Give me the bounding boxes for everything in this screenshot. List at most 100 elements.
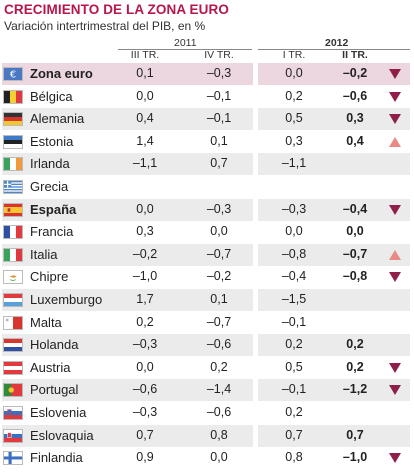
column-header-q2: II TR. (342, 49, 368, 61)
row-background (2, 379, 253, 402)
table-row: Italia –0,2 –0,7 –0,8 –0,7 (0, 243, 414, 267)
column-header-q4: IV TR. (204, 49, 234, 61)
ireland-flag-icon (3, 157, 23, 172)
row-background (2, 243, 253, 266)
portugal-flag-icon (3, 383, 23, 398)
austria-flag-icon (3, 360, 23, 375)
country-name: Eslovaquia (30, 427, 94, 443)
table-row: Chipre –1,0 –0,2 –0,4 –0,8 (0, 265, 414, 289)
value-cell: –0,1 (206, 111, 232, 126)
trend-down-arrow-icon (389, 204, 401, 215)
table-row: Luxemburgo 1,7 0,1 –1,5 (0, 288, 414, 312)
value-cell: 0,1 (210, 292, 228, 306)
table-row: Austria 0,0 0,2 0,5 0,2 (0, 356, 414, 380)
country-name: Grecia (30, 179, 69, 194)
year-divider-2011 (118, 49, 252, 50)
value-cell: 0,7 (346, 427, 364, 442)
trend-up-arrow-icon (389, 136, 401, 147)
value-cell: 0,2 (210, 359, 228, 374)
value-cell: 0,2 (346, 337, 364, 352)
table-row: Eslovaquia 0,7 0,8 0,7 0,7 (0, 424, 414, 448)
value-cell: –1,2 (342, 382, 368, 397)
year-label-2012: 2012 (325, 37, 349, 49)
value-cell: 0,2 (136, 314, 154, 329)
netherlands-flag-icon (3, 338, 23, 353)
value-cell: 0,0 (285, 224, 303, 239)
row-background (258, 243, 410, 266)
row-background (258, 379, 410, 402)
row-background (2, 424, 253, 447)
value-cell: 0,1 (210, 133, 228, 148)
value-cell: –1,1 (132, 156, 158, 171)
table-row: Holanda –0,3 –0,6 0,2 0,2 (0, 333, 414, 357)
value-cell: 1,4 (136, 133, 154, 148)
value-cell: –0,6 (206, 405, 232, 419)
value-cell: –0,2 (342, 66, 368, 80)
value-cell: 0,2 (346, 359, 364, 374)
trend-down-arrow-icon (389, 272, 401, 283)
italy-flag-icon (3, 247, 23, 262)
value-cell: 0,2 (285, 88, 303, 103)
value-cell: –0,6 (342, 88, 368, 103)
column-header-q3: III TR. (130, 49, 160, 61)
row-background (258, 289, 410, 311)
row-background (2, 289, 253, 311)
country-name: Luxemburgo (30, 292, 103, 307)
table-row: € Zona euro 0,1 –0,3 0,0 –0,2 (0, 62, 414, 86)
trend-down-arrow-icon (389, 362, 401, 373)
row-background (258, 153, 410, 176)
value-cell: 0,8 (285, 450, 303, 465)
country-name: Bélgica (30, 88, 73, 104)
value-cell: –0,3 (132, 405, 158, 419)
row-background (2, 198, 253, 221)
country-name: Eslovenia (30, 405, 87, 420)
value-cell: 1,7 (136, 292, 154, 306)
country-name: Alemania (30, 111, 85, 127)
value-cell: –0,2 (206, 269, 232, 284)
row-background (2, 334, 253, 357)
value-cell: –0,1 (281, 382, 307, 397)
table-row: Finlandia 0,9 0,0 0,8 –1,0 (0, 446, 414, 470)
france-flag-icon (3, 225, 23, 240)
table-row: Grecia (0, 175, 414, 199)
value-cell: 0,9 (136, 450, 154, 465)
country-name: Finlandia (30, 450, 83, 466)
value-cell: 0,5 (285, 359, 303, 374)
value-cell: –0,3 (132, 337, 158, 352)
column-header-q1: I TR. (282, 49, 306, 61)
value-cell: 0,4 (136, 111, 154, 126)
value-cell: 0,0 (136, 201, 154, 216)
value-cell: –0,7 (206, 314, 232, 329)
country-name: Chipre (30, 269, 69, 285)
row-background (2, 108, 253, 131)
value-cell: 0,0 (346, 224, 364, 239)
trend-up-arrow-icon (389, 249, 401, 260)
value-cell: 0,4 (346, 133, 364, 148)
value-cell: –0,1 (206, 88, 232, 103)
value-cell: 0,0 (210, 224, 228, 239)
value-cell: 0,7 (136, 427, 154, 442)
value-cell: 0,0 (285, 66, 303, 80)
trend-down-arrow-icon (389, 453, 401, 464)
table-row: Bélgica 0,0 –0,1 0,2 –0,6 (0, 85, 414, 109)
value-cell: –0,3 (206, 66, 232, 80)
value-cell: 0,0 (136, 359, 154, 374)
table-row: España 0,0 –0,3 –0,3 –0,4 (0, 198, 414, 222)
slovenia-flag-icon (3, 406, 23, 420)
value-cell: –1,4 (206, 382, 232, 397)
value-cell: 0,3 (136, 224, 154, 239)
greece-flag-icon (3, 180, 23, 194)
country-name: Holanda (30, 337, 79, 353)
value-cell: –0,7 (342, 246, 368, 261)
value-cell: 0,0 (210, 450, 228, 465)
value-cell: –0,8 (342, 269, 368, 284)
value-cell: –0,4 (281, 269, 307, 284)
year-divider-2012 (258, 49, 410, 50)
country-name: Italia (30, 246, 58, 262)
table-row: Malta 0,2 –0,7 –0,1 (0, 311, 414, 335)
luxembourg-flag-icon (3, 293, 23, 307)
row-background (258, 108, 410, 131)
estonia-flag-icon (3, 134, 23, 149)
value-cell: –0,4 (342, 201, 368, 216)
value-cell: –0,3 (281, 201, 307, 216)
